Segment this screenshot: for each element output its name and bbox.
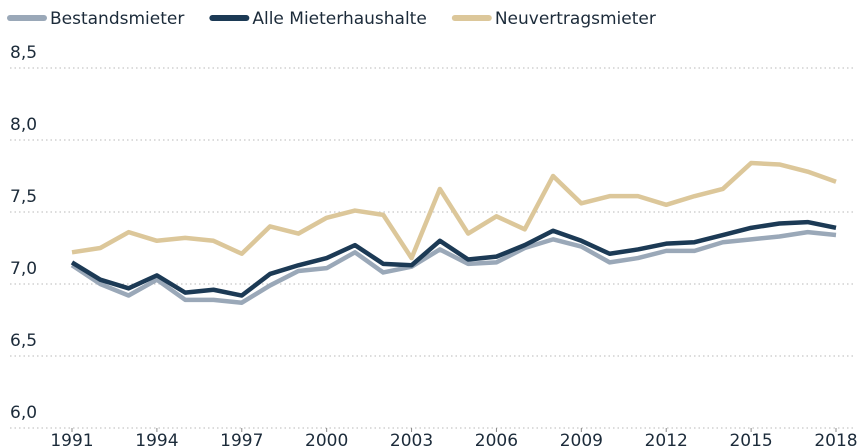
x-tick-label: 2018 [814,431,857,448]
x-tick-label: 2000 [305,431,348,448]
series-line [70,229,837,305]
x-tick-label: 2009 [560,431,603,448]
x-tick-label: 2015 [729,431,772,448]
legend-label: Bestandsmieter [50,9,184,29]
x-tick-label: 2012 [645,431,688,448]
y-tick-label: 7,5 [10,187,37,207]
x-tick-label: 2006 [475,431,518,448]
legend-label: Alle Mieterhaushalte [252,9,426,29]
x-tick-label: 1994 [135,431,178,448]
y-tick-label: 8,0 [10,115,37,135]
series-line [71,160,837,261]
x-tick-label: 1991 [50,431,93,448]
x-tick-label: 2003 [390,431,433,448]
y-tick-label: 6,5 [10,331,37,351]
y-tick-label: 7,0 [10,259,37,279]
series-line [70,219,837,298]
x-tick-label: 1997 [220,431,263,448]
y-tick-label: 8,5 [10,43,37,63]
y-tick-label: 6,0 [10,403,37,423]
legend-label: Neuvertragsmieter [495,9,656,29]
